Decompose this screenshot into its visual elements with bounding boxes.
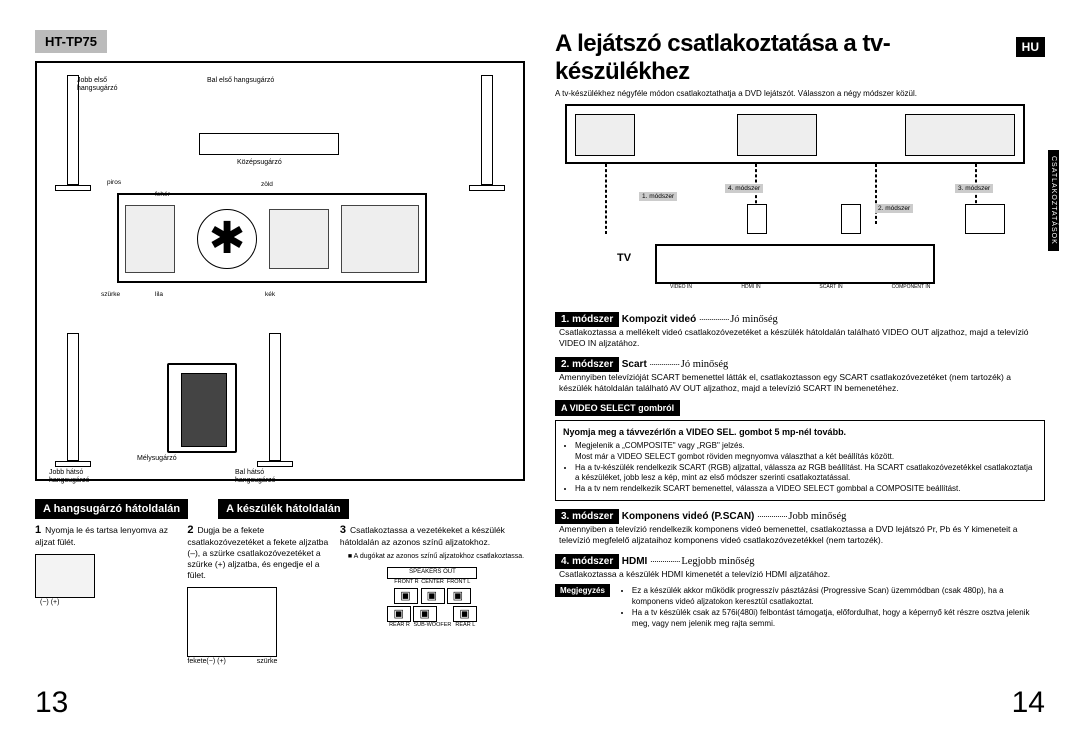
subwoofer-icon xyxy=(167,363,237,453)
method-3-quality: Jobb minőség xyxy=(788,511,846,522)
color-label-purple: lila xyxy=(155,291,163,298)
step-1-text: Nyomja le és tartsa lenyomva az aljzat f… xyxy=(35,525,168,547)
manual-left-page: HT-TP75 Jobb első hangsugárzó Bal első h… xyxy=(35,30,525,720)
video-select-heading: A VIDEO SELECT gombról xyxy=(555,400,680,416)
color-label-grey: szürke xyxy=(101,291,120,298)
tag-method-3: 3. módszer xyxy=(955,184,993,193)
label-fekete: fekete xyxy=(187,657,206,666)
label-front-right: Bal első hangsugárzó xyxy=(207,77,274,85)
color-label-green: zöld xyxy=(261,181,273,188)
main-unit-rear-icon xyxy=(117,193,427,283)
method-2-title: Scart xyxy=(622,359,647,370)
video-select-sub: Nyomja meg a távvezérlőn a VIDEO SEL. go… xyxy=(563,427,846,437)
vs-bullet-1b: Most már a VIDEO SELECT gombot röviden m… xyxy=(575,452,894,461)
method-1-body: Csatlakoztassa a mellékelt videó csatlak… xyxy=(555,327,1045,349)
method-3: 3. módszer Komponens videó (P.SCAN) Jobb… xyxy=(555,511,1045,546)
label-center: Középsugárzó xyxy=(237,159,282,167)
step-2-text: Dugja be a fekete csatlakozóvezetéket a … xyxy=(187,525,328,580)
method-2-quality: Jó minőség xyxy=(681,359,729,370)
vs-bullet-2: Ha a tv-készülék rendelkezik SCART (RGB)… xyxy=(575,463,1037,485)
tv-rear-icon xyxy=(655,244,935,284)
dvd-rear-icon xyxy=(565,104,1025,164)
step-3: 3Csatlakoztassa a vezetékeket a készülék… xyxy=(340,523,525,667)
side-tab: CSATLAKOZTATÁSOK xyxy=(1048,150,1059,251)
step-3-note: A dugókat az azonos színű aljzatokhoz cs… xyxy=(354,553,524,560)
note-block: Megjegyzés Ez a készülék akkor működik p… xyxy=(555,586,1045,629)
tv-port-hdmi: HDMI IN xyxy=(731,284,771,322)
label-sub: Mélysugárzó xyxy=(137,455,177,463)
method-3-title: Komponens videó (P.SCAN) xyxy=(622,511,755,522)
video-select-block: Nyomja meg a távvezérlőn a VIDEO SEL. go… xyxy=(555,420,1045,501)
method-3-body: Amennyiben a televízió rendelkezik kompo… xyxy=(555,524,1045,546)
method-4-quality: Legjobb minőség xyxy=(681,556,754,567)
page-subtitle: A tv-készülékhez négyféle módon csatlako… xyxy=(555,89,1045,98)
vs-bullet-1: Megjelenik a „COMPOSITE" vagy „RGB" jelz… xyxy=(575,441,745,450)
step-1: 1Nyomja le és tartsa lenyomva az aljzat … xyxy=(35,523,177,667)
hand-insert-icon xyxy=(187,587,277,657)
method-4-body: Csatlakoztassa a készülék HDMI kimenetét… xyxy=(555,569,1045,580)
method-4-badge: 4. módszer xyxy=(555,554,619,569)
method-2-body: Amennyiben televízióját SCART bemenettel… xyxy=(555,372,1045,394)
color-label-blue: kék xyxy=(265,291,275,298)
speakers-out-title: SPEAKERS OUT xyxy=(387,567,477,579)
step-3-text: Csatlakoztassa a vezetékeket a készülék … xyxy=(340,525,505,547)
note-bullet-2: Ha a tv készülék csak az 576i(480i) felb… xyxy=(632,608,1045,630)
center-speaker-icon xyxy=(199,133,339,155)
page-number-right: 14 xyxy=(1012,686,1045,720)
method-2-badge: 2. módszer xyxy=(555,357,619,372)
connection-diagram: 1. módszer 4. módszer 2. módszer 3. móds… xyxy=(555,104,1045,304)
method-1-badge: 1. módszer xyxy=(555,312,619,327)
tag-method-1: 1. módszer xyxy=(639,192,677,201)
note-bullet-1: Ez a készülék akkor működik progresszív … xyxy=(632,586,1045,608)
tv-port-video: VIDEO IN xyxy=(661,284,701,322)
section-speaker-rear: A hangsugárzó hátoldalán xyxy=(35,499,188,519)
note-badge: Megjegyzés xyxy=(555,584,610,597)
tv-port-scart: SCART IN xyxy=(811,284,851,322)
page-number-left: 13 xyxy=(35,686,68,720)
label-front-left: Jobb első hangsugárzó xyxy=(77,77,117,92)
label-rear-right: Bal hátsó hangsugárzó xyxy=(235,469,275,484)
terminal-diagram-icon xyxy=(35,554,95,598)
section-unit-rear: A készülék hátoldalán xyxy=(218,499,349,519)
manual-right-page: A lejátszó csatlakoztatása a tv-készülék… xyxy=(555,30,1045,720)
model-badge: HT-TP75 xyxy=(35,30,107,53)
vs-bullet-3: Ha a tv nem rendelkezik SCART bemenettel… xyxy=(575,484,1037,495)
tag-method-2: 2. módszer xyxy=(875,204,913,213)
label-szurke: szürke xyxy=(257,657,278,666)
speakers-out-diagram: SPEAKERS OUT FRONT R CENTER FRONT L REAR… xyxy=(387,567,477,629)
method-4-title: HDMI xyxy=(622,556,648,567)
method-1: 1. módszer Kompozit videó Jó minőség Csa… xyxy=(555,314,1045,349)
label-rear-left: Jobb hátsó hangsugárzó xyxy=(49,469,89,484)
tag-method-4: 4. módszer xyxy=(725,184,763,193)
tv-label: TV xyxy=(617,252,631,264)
method-3-badge: 3. módszer xyxy=(555,509,619,524)
step-2: 2Dugja be a fekete csatlakozóvezetéket a… xyxy=(187,523,329,667)
fan-icon xyxy=(197,209,257,269)
color-label-white: fehér xyxy=(155,191,170,198)
color-label-red: piros xyxy=(107,179,121,186)
method-4: 4. módszer HDMI Legjobb minőség Csatlako… xyxy=(555,556,1045,580)
language-badge: HU xyxy=(1016,37,1045,57)
speaker-layout-diagram: Jobb első hangsugárzó Bal első hangsugár… xyxy=(35,61,525,481)
tv-port-component: COMPONENT IN xyxy=(891,284,931,322)
method-2: 2. módszer Scart Jó minőség Amennyiben t… xyxy=(555,359,1045,394)
page-title: A lejátszó csatlakoztatása a tv-készülék… xyxy=(555,30,1008,86)
